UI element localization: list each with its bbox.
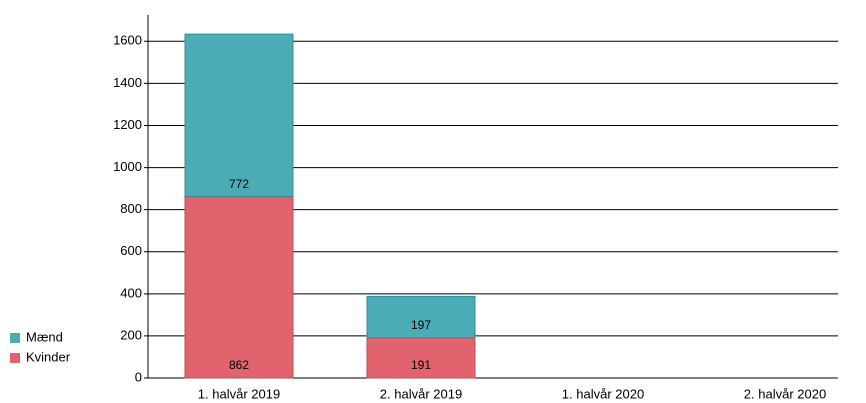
- legend-label: Kvinder: [26, 349, 71, 364]
- y-tick-label: 0: [135, 369, 142, 384]
- y-tick-label: 1200: [113, 117, 142, 132]
- y-tick-label: 600: [120, 243, 142, 258]
- y-tick-label: 400: [120, 285, 142, 300]
- value-label: 191: [411, 358, 431, 372]
- y-tick-label: 200: [120, 327, 142, 342]
- y-tick-label: 800: [120, 201, 142, 216]
- legend-swatch: [10, 333, 20, 343]
- legend-swatch: [10, 353, 20, 363]
- y-tick-label: 1000: [113, 159, 142, 174]
- bar-segment: [366, 295, 476, 339]
- value-label: 862: [229, 358, 249, 372]
- x-tick-label: 2. halvår 2020: [744, 386, 826, 401]
- x-tick-label: 1. halvår 2020: [562, 386, 644, 401]
- value-label: 772: [229, 177, 249, 191]
- x-tick-label: 2. halvår 2019: [380, 386, 462, 401]
- bar-segment: [184, 33, 294, 198]
- value-label: 197: [411, 318, 431, 332]
- bar-segment: [184, 196, 294, 379]
- x-tick-label: 1. halvår 2019: [198, 386, 280, 401]
- y-tick-label: 1400: [113, 75, 142, 90]
- legend-label: Mænd: [26, 329, 63, 344]
- y-tick-label: 1600: [113, 33, 142, 48]
